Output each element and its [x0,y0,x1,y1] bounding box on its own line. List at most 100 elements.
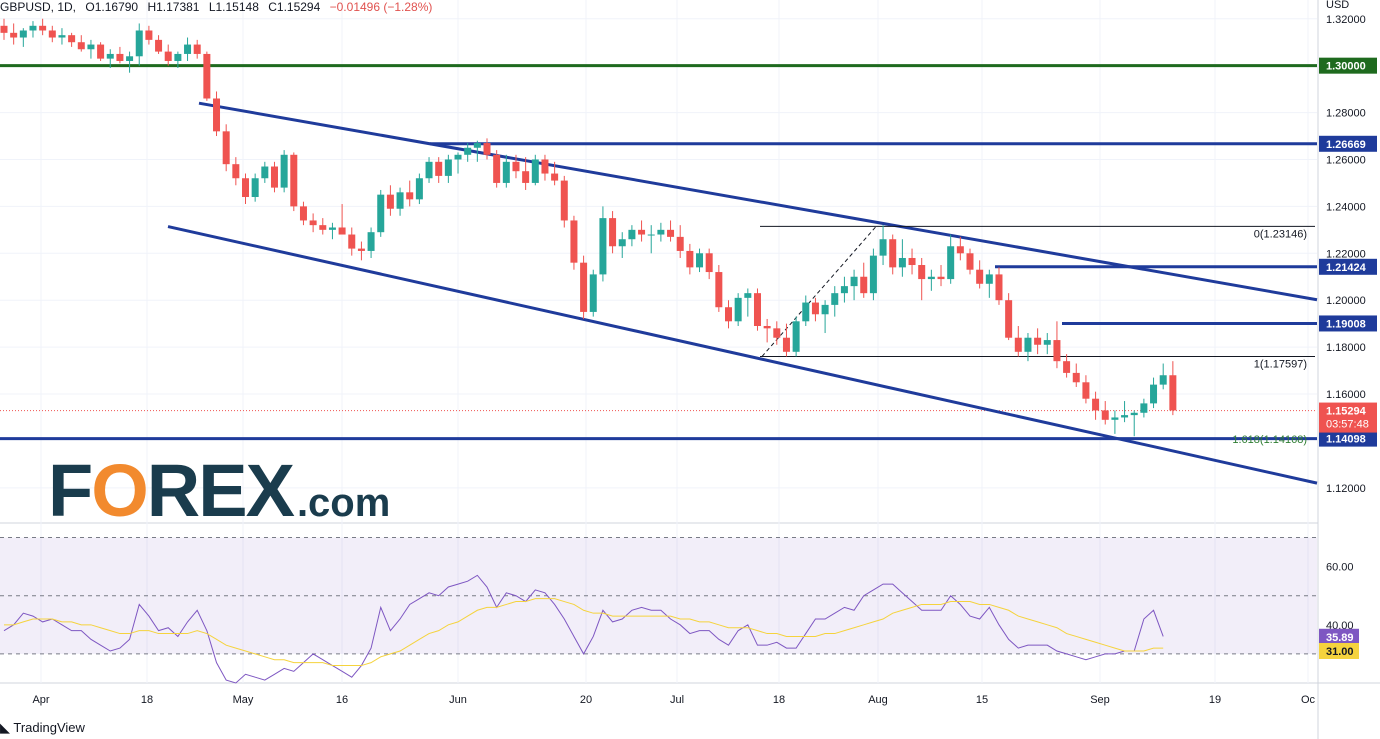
candle-body [869,255,877,294]
currency-label: USD [1326,0,1349,11]
price-axis[interactable]: USD 1.32000 1.28000 1.26000 1.24000 1.22000 1.… [1317,0,1377,739]
candle-body [734,297,742,322]
candle-body [87,44,95,50]
candle-body [184,44,192,54]
candle-body [97,44,105,59]
candle-body [522,171,530,183]
candle-body [889,239,897,268]
fib-level-label: 1(1.17597) [1254,359,1307,371]
candle-body [985,274,993,284]
candle-body [618,239,626,247]
time-tick-label: 18 [141,694,153,706]
candle-body [1082,382,1090,399]
rsi-value-tag [1319,643,1359,659]
candle-body [1072,372,1080,383]
brand-name: FOREX [48,449,295,532]
candle-body [1053,340,1061,362]
candle-body [193,44,201,54]
channel-trendline [198,101,1318,302]
level-price-tag [1319,57,1377,74]
candle-body [280,154,288,188]
time-tick-label: Oc [1301,694,1316,706]
candle-body [898,257,906,268]
candle-body [647,234,655,236]
candle-body [338,227,346,235]
price-tick-label: 1.20000 [1326,295,1366,307]
candle-body [860,276,868,294]
time-tick-label: Apr [32,694,49,706]
level-price-label: 1.14098 [1326,434,1366,446]
time-tick-label: Jun [449,694,467,706]
candle-body [164,51,172,61]
candle-body [406,192,414,200]
rsi-line [3,574,1164,684]
candle-body [435,161,443,176]
candle-body [328,227,336,230]
candle-body [580,262,588,312]
open-value: O1.16790 [85,0,139,14]
fib-drawing: 0(1.23146) 1(1.17597) 1.618(1.14168) [760,225,1315,446]
candle-body [638,229,646,235]
candle-body [126,56,134,61]
candle-body [512,161,520,172]
candle-body [464,147,472,155]
fib-level-label: 0(1.23146) [1254,228,1307,240]
candle-body [927,276,935,280]
price-tick-label: 1.16000 [1326,389,1366,401]
candle-body [773,328,781,338]
candle-body [213,98,221,132]
candle-body [493,154,501,183]
candle-body [473,143,481,148]
candle-body [1063,361,1071,373]
candle-body [232,164,240,179]
candle-body [956,246,964,254]
brand-suffix: .com [296,481,391,525]
candle-body [725,307,732,322]
candle-body [425,161,433,179]
candle-body [1130,412,1138,416]
candle-body [1121,415,1129,418]
time-tick-label: May [233,694,254,706]
candle-body [696,253,704,268]
countdown-label: 03:57:48 [1326,419,1369,431]
candle-body [299,206,307,221]
candle-body [1140,403,1148,413]
candle-body [676,236,684,251]
candle-body [135,30,143,57]
candle-body [1111,417,1119,420]
price-tick-label: 1.24000 [1326,201,1366,213]
candles[interactable] [0,18,1177,437]
candle-body [551,173,559,181]
candle-body [377,194,385,233]
candle-body [879,239,887,256]
price-tick-label: 1.22000 [1326,248,1366,260]
candle-body [918,265,926,280]
candle-body [106,53,114,59]
candle-body [319,225,327,230]
time-tick-label: 16 [336,694,348,706]
candle-body [589,274,597,312]
price-tick-label: 1.12000 [1326,483,1366,495]
time-tick-label: 19 [1209,694,1221,706]
symbol-label[interactable]: GBPUSD, 1D, [0,0,77,14]
low-value: L1.15148 [208,0,259,14]
candle-body [290,154,298,207]
candle-body [995,274,1003,301]
fib-level-label: 1.618(1.14168) [1232,434,1307,446]
level-price-tag [1319,430,1377,447]
candle-body [628,229,636,240]
candle-body [367,232,375,251]
candle-body [396,192,404,209]
candle-body [560,180,568,221]
candle-body [454,154,462,160]
candle-body [850,276,858,287]
candle-body [357,248,365,251]
candle-body [667,229,675,237]
rsi-tick-label: 60.00 [1326,562,1354,574]
candle-body [831,293,839,305]
time-axis[interactable]: Apr 18 May 16 Jun 20 Jul 18 Aug 15 Sep 19 Oc [32,694,1315,706]
candle-body [821,304,829,315]
rsi-ma-line [4,598,1164,667]
candle-body [155,39,163,52]
